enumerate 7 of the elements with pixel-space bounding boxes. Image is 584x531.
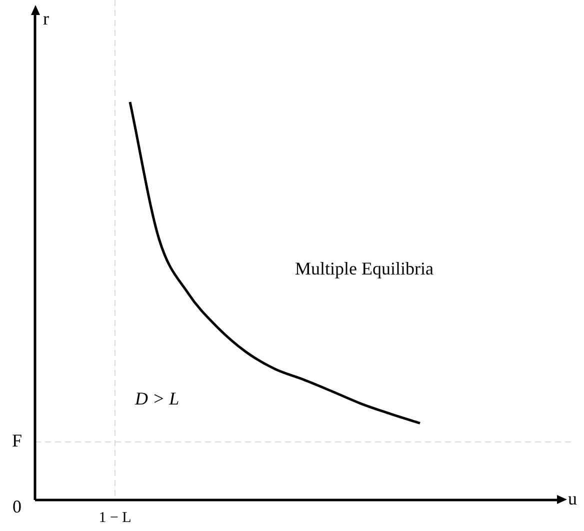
text: u xyxy=(568,488,577,509)
ref-line-label: F xyxy=(12,430,22,451)
annotation: D > L xyxy=(134,388,180,409)
text: 1 − L xyxy=(98,510,132,526)
text: r xyxy=(43,8,49,29)
text: 0 xyxy=(12,496,22,517)
annotation: Multiple Equilibria xyxy=(295,258,434,279)
